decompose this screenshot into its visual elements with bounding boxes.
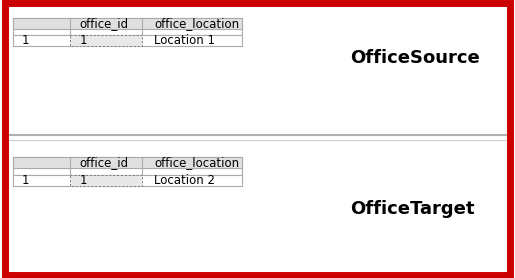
Text: OfficeTarget: OfficeTarget	[350, 200, 475, 217]
Text: office_location: office_location	[154, 17, 239, 30]
Text: Location 1: Location 1	[154, 34, 215, 47]
Text: 1: 1	[22, 34, 29, 47]
Text: 1: 1	[22, 174, 29, 187]
Text: office_location: office_location	[154, 156, 239, 169]
Bar	[13, 157, 242, 168]
Text: Location 2: Location 2	[154, 174, 215, 187]
Bar	[70, 175, 142, 186]
Text: OfficeSource: OfficeSource	[350, 49, 480, 67]
Text: office_id: office_id	[80, 156, 129, 169]
Text: office_id: office_id	[80, 17, 129, 30]
Bar	[13, 157, 242, 175]
Bar	[13, 35, 242, 46]
Text: 1: 1	[80, 34, 88, 47]
Text: 1: 1	[80, 174, 88, 187]
Bar	[13, 18, 242, 29]
Bar	[13, 18, 242, 35]
Bar	[13, 175, 242, 186]
Bar	[70, 35, 142, 46]
